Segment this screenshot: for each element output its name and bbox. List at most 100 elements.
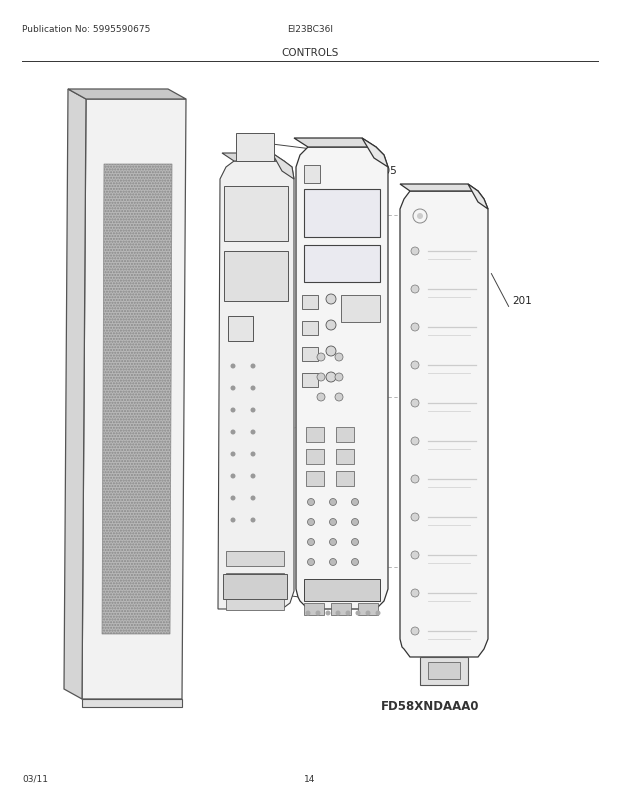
Circle shape (231, 430, 236, 435)
Polygon shape (306, 472, 324, 486)
Circle shape (250, 364, 255, 369)
Polygon shape (68, 90, 186, 100)
Polygon shape (226, 573, 284, 588)
Circle shape (231, 474, 236, 479)
Polygon shape (294, 139, 376, 148)
Text: 201: 201 (512, 296, 532, 306)
Circle shape (411, 399, 419, 407)
Circle shape (345, 611, 350, 616)
Circle shape (335, 611, 340, 616)
Text: 14: 14 (304, 774, 316, 783)
Polygon shape (304, 190, 380, 237)
Circle shape (352, 539, 358, 546)
Polygon shape (82, 100, 186, 699)
Circle shape (411, 323, 419, 331)
Circle shape (250, 496, 255, 501)
Circle shape (326, 611, 330, 616)
Polygon shape (304, 603, 324, 615)
Text: eReplacementParts.com: eReplacementParts.com (237, 424, 373, 435)
Polygon shape (304, 587, 324, 599)
Circle shape (352, 499, 358, 506)
Circle shape (335, 394, 343, 402)
Polygon shape (226, 595, 284, 610)
Polygon shape (362, 139, 388, 168)
Circle shape (326, 346, 336, 357)
Circle shape (308, 519, 314, 526)
Polygon shape (306, 449, 324, 464)
Circle shape (335, 374, 343, 382)
Polygon shape (306, 427, 324, 443)
Circle shape (411, 589, 419, 597)
Polygon shape (296, 148, 388, 610)
Polygon shape (218, 162, 294, 610)
Text: Publication No: 5995590675: Publication No: 5995590675 (22, 25, 151, 34)
Polygon shape (302, 374, 318, 387)
Polygon shape (304, 245, 380, 282)
Circle shape (411, 627, 419, 635)
Polygon shape (223, 574, 287, 599)
Circle shape (329, 559, 337, 565)
Circle shape (376, 611, 381, 616)
Circle shape (411, 476, 419, 484)
Polygon shape (82, 699, 182, 707)
Circle shape (317, 374, 325, 382)
Circle shape (317, 354, 325, 362)
Polygon shape (336, 472, 354, 486)
Circle shape (326, 321, 336, 330)
Circle shape (308, 539, 314, 546)
Polygon shape (302, 296, 318, 310)
Polygon shape (102, 164, 172, 634)
Circle shape (308, 559, 314, 565)
Circle shape (355, 611, 360, 616)
Circle shape (352, 559, 358, 565)
Polygon shape (358, 587, 378, 599)
Circle shape (411, 362, 419, 370)
Polygon shape (341, 296, 380, 322)
Polygon shape (336, 449, 354, 464)
Circle shape (335, 354, 343, 362)
Circle shape (417, 214, 423, 220)
Circle shape (231, 518, 236, 523)
Circle shape (411, 437, 419, 445)
Polygon shape (331, 587, 351, 599)
Polygon shape (336, 427, 354, 443)
Circle shape (317, 394, 325, 402)
Circle shape (411, 551, 419, 559)
Circle shape (308, 499, 314, 506)
Circle shape (411, 248, 419, 256)
Text: EI23BC36I: EI23BC36I (287, 25, 333, 34)
Polygon shape (272, 154, 294, 180)
Polygon shape (224, 252, 288, 302)
Circle shape (411, 513, 419, 521)
Circle shape (316, 611, 321, 616)
Polygon shape (358, 603, 378, 615)
Circle shape (366, 611, 371, 616)
Polygon shape (304, 579, 380, 602)
Polygon shape (222, 154, 284, 162)
Circle shape (250, 518, 255, 523)
Circle shape (329, 499, 337, 506)
Circle shape (352, 519, 358, 526)
Circle shape (250, 386, 255, 391)
Polygon shape (302, 322, 318, 335)
Circle shape (306, 611, 311, 616)
Circle shape (231, 364, 236, 369)
Polygon shape (228, 317, 253, 342)
Text: 38C: 38C (330, 138, 351, 148)
Circle shape (231, 496, 236, 501)
Polygon shape (236, 134, 274, 162)
Circle shape (250, 452, 255, 457)
Circle shape (326, 373, 336, 383)
Circle shape (231, 452, 236, 457)
Polygon shape (331, 603, 351, 615)
Circle shape (231, 408, 236, 413)
Circle shape (250, 430, 255, 435)
Circle shape (250, 474, 255, 479)
Circle shape (326, 294, 336, 305)
Polygon shape (420, 657, 468, 685)
Polygon shape (304, 166, 320, 184)
Polygon shape (224, 187, 288, 241)
Text: FD58XNDAAA0: FD58XNDAAA0 (381, 699, 479, 712)
Circle shape (329, 539, 337, 546)
Polygon shape (226, 551, 284, 566)
